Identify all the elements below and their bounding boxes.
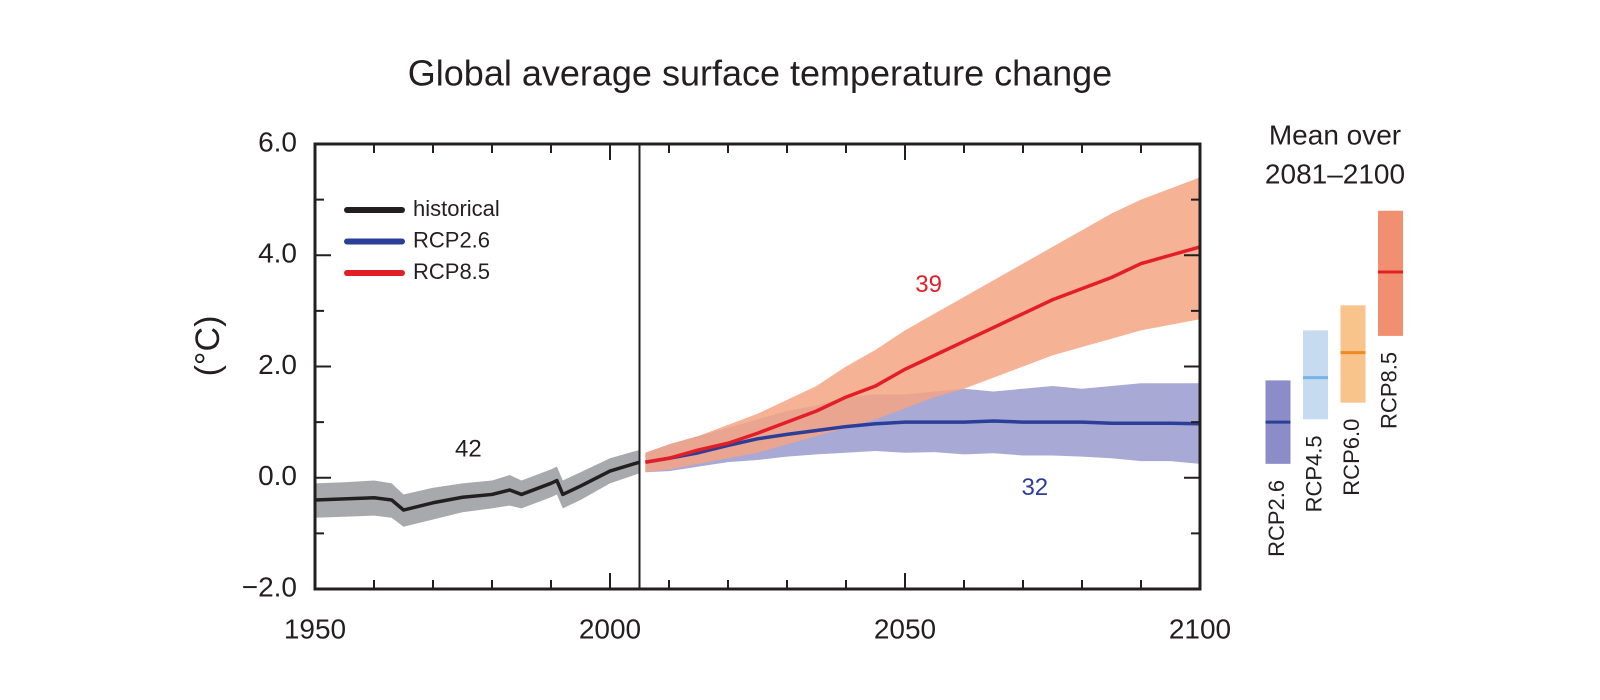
annotation: 32 <box>1021 474 1048 501</box>
side-title: 2081–2100 <box>1265 158 1405 189</box>
series-line <box>645 245 1200 464</box>
series-line <box>645 419 1200 464</box>
range-label: RCP2.6 <box>1264 480 1289 557</box>
range-label: RCP4.5 <box>1301 435 1326 512</box>
uncertainty-band <box>315 449 640 527</box>
side-title: Mean over <box>1269 119 1401 150</box>
range-label: RCP6.0 <box>1339 419 1364 496</box>
legend-label: RCP8.5 <box>413 259 490 284</box>
x-tick-label: 2100 <box>1169 613 1231 644</box>
annotation: 39 <box>915 271 942 298</box>
y-tick-label: −2.0 <box>242 571 297 602</box>
x-tick-label: 2000 <box>579 613 641 644</box>
y-tick-label: 0.0 <box>258 460 297 491</box>
legend-label: historical <box>413 196 500 221</box>
x-tick-label: 1950 <box>284 613 346 644</box>
x-tick-label: 2050 <box>874 613 936 644</box>
y-tick-label: 6.0 <box>258 126 297 157</box>
y-tick-label: 2.0 <box>258 349 297 380</box>
chart-title: Global average surface temperature chang… <box>408 53 1112 94</box>
legend-label: RCP2.6 <box>413 227 490 252</box>
series-line <box>315 460 641 512</box>
y-tick-label: 4.0 <box>258 238 297 269</box>
range-label: RCP8.5 <box>1376 352 1401 429</box>
plot <box>315 177 1200 527</box>
annotation: 42 <box>455 435 482 462</box>
range-bar <box>1303 330 1328 420</box>
y-axis-label: (°C) <box>189 316 227 377</box>
uncertainty-band <box>645 383 1200 473</box>
uncertainty-band <box>645 177 1200 473</box>
